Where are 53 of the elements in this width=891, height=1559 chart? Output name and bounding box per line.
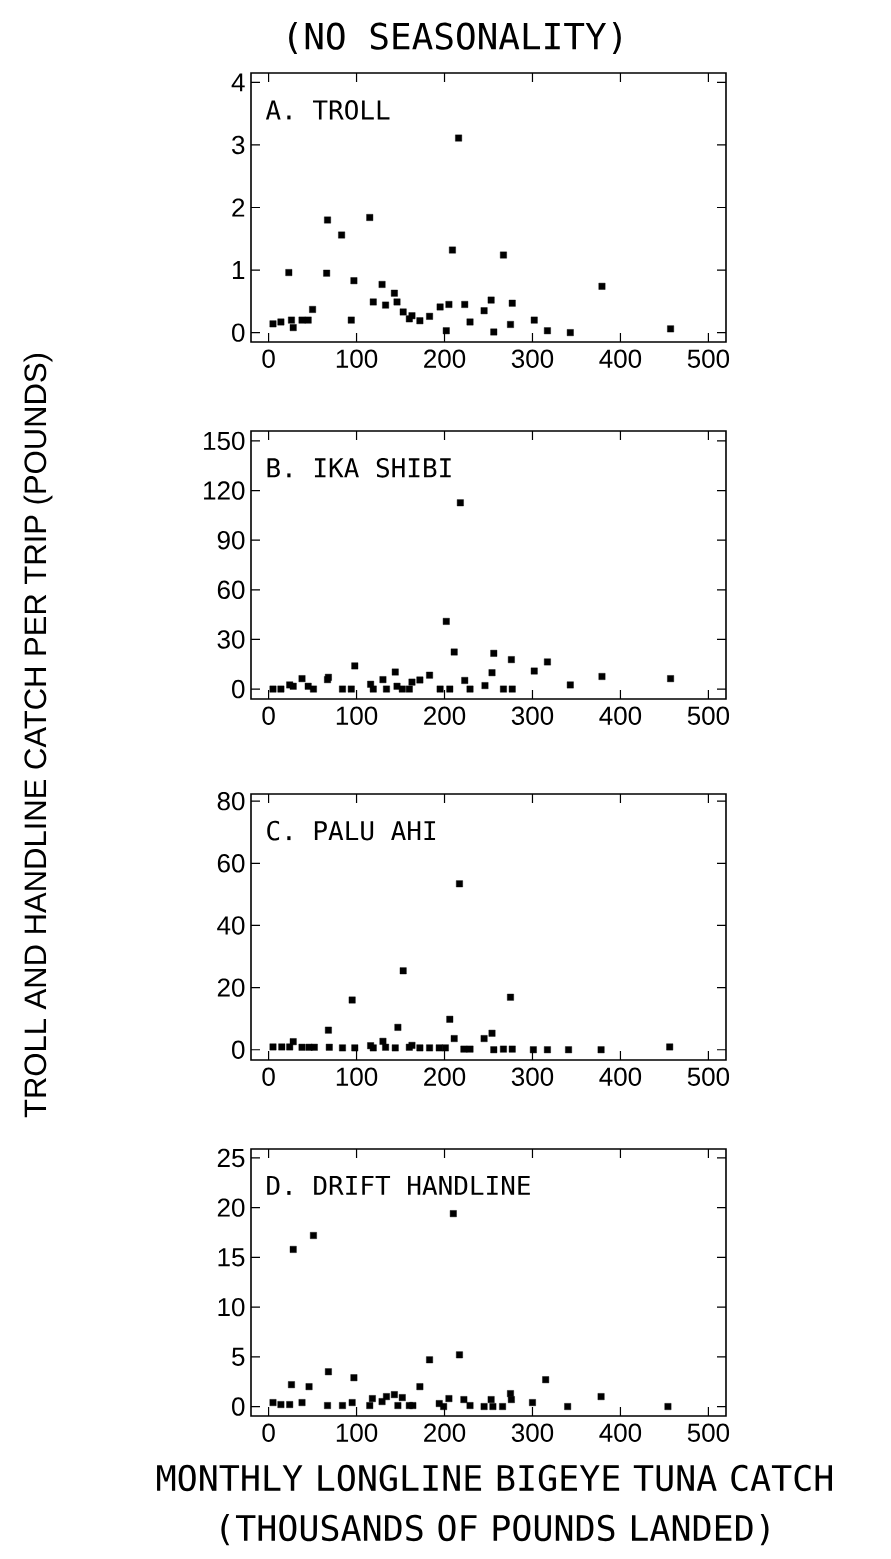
x-tick-label: 0 [262, 1067, 275, 1086]
x-tick-label: 500 [687, 1423, 730, 1442]
x-tick-label: 0 [262, 706, 275, 725]
y-tick-label: 0 [232, 1040, 245, 1059]
x-tick-label: 500 [687, 349, 730, 368]
y-tick-label: 30 [217, 630, 245, 649]
y-tick-label: 2 [232, 198, 245, 217]
x-tick-label: 400 [599, 706, 642, 725]
x-tick-label: 0 [262, 349, 275, 368]
x-tick-label: 200 [424, 1067, 466, 1086]
x-tick-label: 400 [599, 1423, 642, 1442]
x-tick-label: 0 [262, 1423, 275, 1442]
x-tick-label: 500 [687, 706, 730, 725]
y-tick-label: 15 [218, 1248, 245, 1267]
annotation: D. DRIFT HANDLINE [267, 1175, 530, 1195]
annotation: B. IKA SHIBI [267, 457, 451, 478]
y-tick-label: 150 [204, 431, 245, 451]
y-tick-label: 60 [217, 580, 245, 600]
y-tick-label: 5 [232, 1347, 245, 1366]
annotation: A. TROLL [265, 100, 390, 120]
y-tick-label: 20 [217, 978, 245, 997]
y-tick-label: 3 [231, 135, 245, 155]
x-tick-label: 200 [424, 1423, 466, 1442]
x-tick-label: 400 [599, 349, 642, 368]
y-tick-label: 10 [218, 1297, 245, 1317]
x-tick-label: 300 [511, 349, 554, 368]
y-tick-label: 4 [231, 73, 245, 92]
x-tick-label: 500 [687, 1067, 730, 1086]
x-tick-label: 400 [599, 1067, 642, 1086]
y-tick-label: 40 [217, 916, 245, 935]
y-tick-label: 20 [217, 1198, 245, 1217]
y-tick-label: 0 [232, 679, 245, 699]
annotation: C. PALU AHI [267, 820, 436, 841]
x-tick-label: 300 [511, 706, 554, 725]
x-tick-label: 100 [336, 349, 378, 368]
y-tick-label: 60 [217, 854, 245, 873]
x-tick-label: 200 [424, 349, 466, 368]
y-tick-label: 120 [204, 481, 245, 500]
y-tick-label: 1 [232, 261, 245, 279]
y-tick-label: 90 [217, 530, 245, 550]
y-tick-label: 0 [232, 323, 245, 342]
x-axis-title: MONTHLY LONGLINE BIGEYE TUNA CATCH (THOUSANDS OF POUNDS LANDED) [157, 1464, 832, 1546]
x-tick-label: 100 [336, 1423, 378, 1442]
x-tick-label: 100 [336, 706, 378, 725]
y-tick-label: 0 [232, 1397, 245, 1416]
x-tick-label: 300 [511, 1423, 554, 1442]
x-tick-label: 100 [336, 1067, 378, 1086]
y-tick-label: 25 [217, 1148, 245, 1168]
x-tick-label: 200 [424, 706, 466, 725]
chart-title: (NO SEASONALITY) [289, 21, 621, 55]
y-axis-title: TROLL AND HANDLINE CATCH PER TRIP (POUNDS) [23, 354, 53, 1118]
y-tick-label: 80 [217, 791, 245, 811]
x-tick-label: 300 [511, 1067, 554, 1086]
